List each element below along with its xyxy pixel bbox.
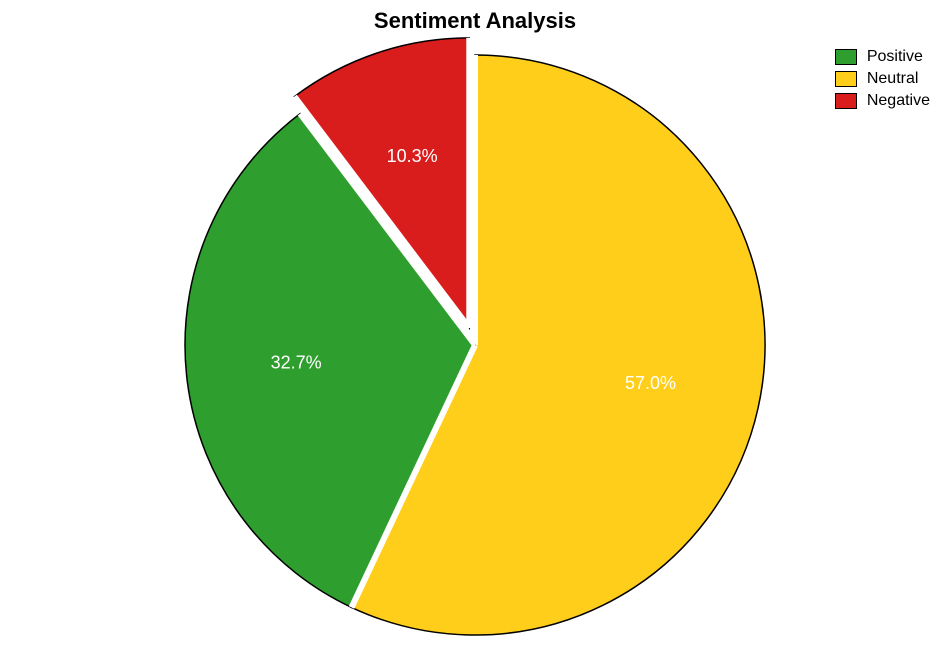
legend-swatch: [835, 71, 857, 87]
legend-swatch: [835, 49, 857, 65]
slice-label-neutral: 57.0%: [625, 373, 676, 393]
legend-swatch: [835, 93, 857, 109]
legend-item-positive: Positive: [835, 48, 930, 66]
slice-label-positive: 32.7%: [271, 352, 322, 372]
pie-chart: 57.0% 32.7% 10.3%: [0, 0, 950, 662]
chart-container: Sentiment Analysis 57.0%32.7%10.3% Posit…: [0, 0, 950, 662]
legend-item-negative: Negative: [835, 92, 930, 110]
legend: Positive Neutral Negative: [835, 48, 930, 114]
slice-label-negative: 10.3%: [387, 146, 438, 166]
legend-label: Negative: [867, 92, 930, 110]
legend-label: Neutral: [867, 70, 919, 88]
legend-label: Positive: [867, 48, 923, 66]
legend-item-neutral: Neutral: [835, 70, 930, 88]
